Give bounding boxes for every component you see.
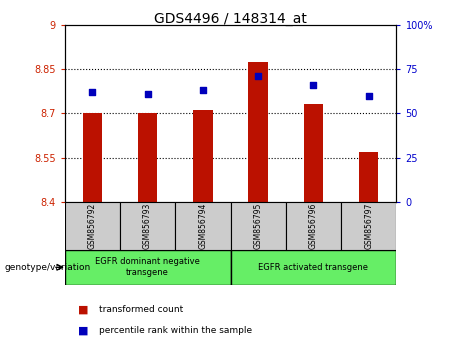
Bar: [248, 62, 268, 202]
Text: genotype/variation: genotype/variation: [5, 263, 91, 272]
Text: ■: ■: [78, 326, 89, 336]
Bar: [359, 152, 378, 202]
Point: [89, 89, 96, 95]
Text: ■: ■: [78, 305, 89, 315]
Text: GSM856793: GSM856793: [143, 202, 152, 249]
Bar: [65, 202, 120, 250]
Text: EGFR activated transgene: EGFR activated transgene: [259, 263, 368, 272]
Text: EGFR dominant negative
transgene: EGFR dominant negative transgene: [95, 257, 200, 277]
Bar: [193, 110, 213, 202]
Bar: [341, 202, 396, 250]
Bar: [230, 250, 396, 285]
Bar: [230, 202, 286, 250]
Bar: [65, 250, 230, 285]
Text: GSM856792: GSM856792: [88, 202, 97, 249]
Bar: [83, 113, 102, 202]
Text: percentile rank within the sample: percentile rank within the sample: [99, 326, 252, 336]
Point: [199, 87, 207, 93]
Point: [310, 82, 317, 88]
Point: [254, 73, 262, 79]
Bar: [175, 202, 230, 250]
Text: GDS4496 / 148314_at: GDS4496 / 148314_at: [154, 12, 307, 27]
Point: [144, 91, 151, 97]
Bar: [304, 104, 323, 202]
Bar: [138, 113, 157, 202]
Text: GSM856795: GSM856795: [254, 202, 263, 249]
Text: transformed count: transformed count: [99, 305, 183, 314]
Text: GSM856797: GSM856797: [364, 202, 373, 249]
Bar: [286, 202, 341, 250]
Text: GSM856796: GSM856796: [309, 202, 318, 249]
Point: [365, 93, 372, 98]
Text: GSM856794: GSM856794: [198, 202, 207, 249]
Bar: [120, 202, 175, 250]
